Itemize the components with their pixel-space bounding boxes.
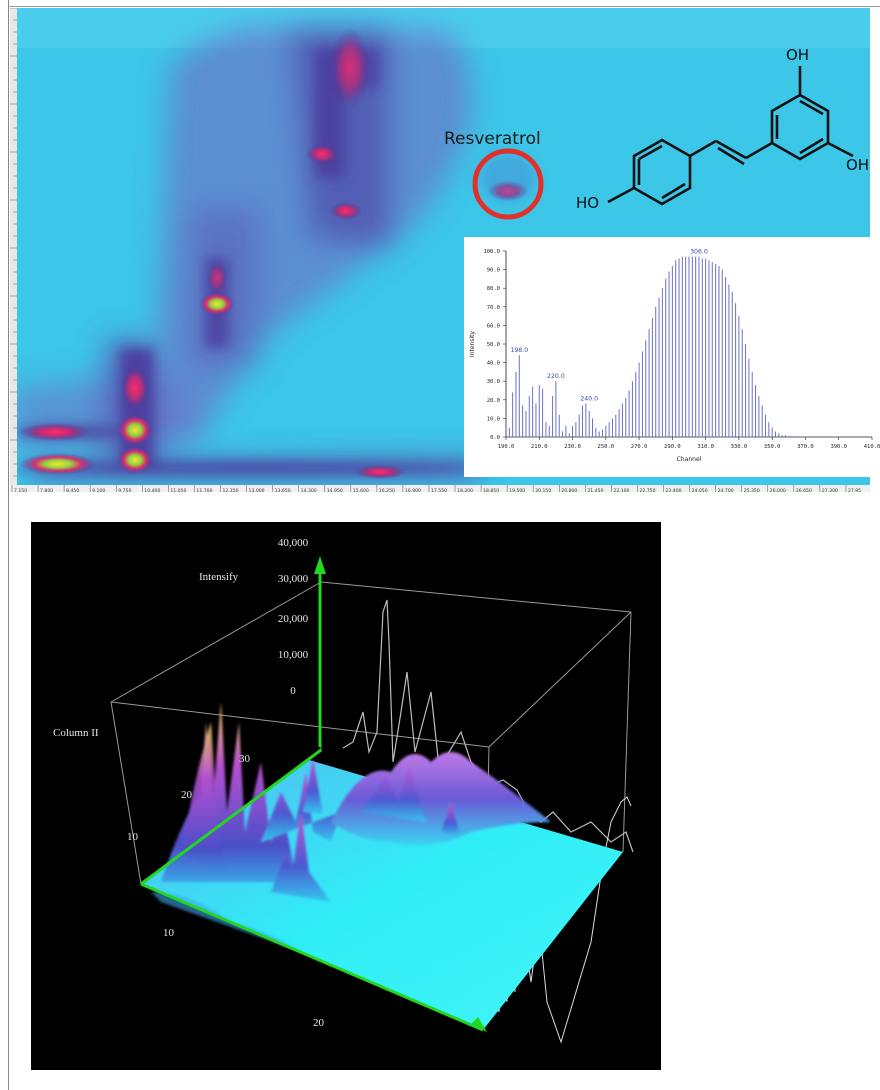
ruler-tick-label: 26,000 [770,488,786,492]
ruler-tick-label: 21,450 [587,488,603,492]
ruler-tick-label: 24,700 [718,488,734,492]
z-tick-label: 20,000 [278,613,309,625]
spectrum-x-tick-label: 390.0 [830,444,847,450]
spectrum-peak-label: 198.0 [510,347,528,354]
z-axis-arrow [314,556,326,574]
oh-top-label: OH [786,46,809,64]
map-peak-halo [480,154,536,202]
spectrum-x-tick-label: 410.0 [864,444,880,450]
ruler-tick-label: 23,400 [666,488,682,492]
map-peak [121,366,149,410]
spectrum-y-tick-label: 70.0 [487,305,500,311]
spectrum-y-tick-label: 0.0 [490,435,500,441]
oh-right-label: OH [846,156,869,174]
map-peak [306,144,338,164]
ruler-tick-label: 18,200 [457,488,473,492]
spectrum-x-tick-label: 350.0 [764,444,781,450]
spectrum-y-tick-label: 30.0 [487,379,500,385]
spectrum-y-tick-label: 100.0 [483,249,500,255]
ruler-tick-label: 9,750 [118,488,131,492]
ruler-tick-label: 22,750 [639,488,655,492]
map-peak [20,453,96,475]
ruler-tick-label: 14,950 [327,488,343,492]
map-peak [207,262,227,294]
spectrum-x-tick-label: 330.0 [731,444,748,450]
spectrum-peak-label: 306.0 [690,249,708,256]
spectrum-y-label: Intensity [469,330,476,357]
spectrum-x-label: Channel [677,456,702,463]
spectrum-y-tick-label: 40.0 [487,361,500,367]
spectrum-x-tick-label: 270.0 [631,444,648,450]
left-tick-label: 10 [127,831,139,843]
ruler-tick-label: 16,250 [379,488,395,492]
map-peak [354,465,406,479]
spectrum-y-tick-label: 50.0 [487,342,500,348]
ruler-tick-label: 11,050 [170,488,186,492]
ruler-tick-label: 7,800 [40,488,53,492]
contour-map-panel: Resveratrol OH OH HO [10,8,870,492]
ruler-tick-label: 18,850 [483,488,499,492]
ho-left-label: HO [576,194,599,212]
ruler-tick-label: 19,500 [509,488,525,492]
frame-top-rule [8,6,880,7]
map-peak [117,414,153,446]
ruler-tick-label: 24,050 [692,488,708,492]
spectrum-x-tick-label: 210.0 [531,444,548,450]
front-tick-label: 20 [313,1017,325,1029]
ruler-tick-label: 8,450 [66,488,79,492]
ruler-tick-label: 17,550 [431,488,447,492]
spectrum-x-tick-label: 190.0 [498,444,515,450]
ruler-tick-label: 27,95 [848,488,861,492]
spectrum-x-tick-label: 230.0 [564,444,581,450]
map-peak [199,292,235,316]
z-axis-ticks: 40,000 30,000 20,000 10,000 0 [278,537,309,697]
ruler-tick-label: 10,400 [144,488,160,492]
spectrum-y-tick-label: 10.0 [487,416,500,422]
spectrum-y-tick-label: 90.0 [487,268,500,274]
spectrum-x-tick-label: 250.0 [598,444,615,450]
map-peak [330,28,370,108]
map-peak [330,202,362,220]
z-tick-label: 0 [290,685,296,697]
z-axis-label: Intensify [199,571,239,583]
left-ruler [10,8,17,492]
ruler-tick-label: 16,900 [405,488,421,492]
front-tick-label: 10 [163,927,175,939]
spectrum-y-tick-label: 80.0 [487,286,500,292]
spectrum-peak-label: 240.0 [580,396,598,403]
z-tick-label: 40,000 [278,537,309,549]
ruler-tick-label: 14,300 [301,488,317,492]
ruler-tick-label: 25,350 [744,488,760,492]
ruler-tick-label: 11,700 [196,488,212,492]
resveratrol-label: Resveratrol [444,129,541,149]
spectrum-x-tick-label: 310.0 [697,444,714,450]
surface-3d-panel: Intensify Column II 40,000 30,000 20,000 10… [31,522,661,1070]
left-tick-label: 30 [239,753,251,765]
ruler-tick-label: 13,000 [249,488,265,492]
ruler-tick-label: 9,100 [92,488,105,492]
spectrum-y-tick-label: 20.0 [487,398,500,404]
map-peak [117,446,153,474]
left-tick-label: 20 [181,789,193,801]
y-axis-label: Column II [53,727,99,739]
ruler-tick-label: 15,600 [353,488,369,492]
ruler-tick-label: 22,100 [613,488,629,492]
ruler-tick-label: 27,300 [822,488,838,492]
frame-left-rule [8,0,9,1090]
ruler-tick-label: 13,650 [275,488,291,492]
uv-spectrum-inset: 0.0 10.0 20.0 30.0 40.0 50.0 60.0 70.0 80.0 90.0 1… [464,237,880,477]
spectrum-y-tick-label: 60.0 [487,323,500,329]
spectrum-x-tick-label: 290.0 [664,444,681,450]
spectrum-x-tick-label: 370.0 [797,444,814,450]
spectrum-peak-label: 220.0 [547,373,565,380]
z-tick-label: 10,000 [278,649,309,661]
ruler-tick-label: 20,150 [535,488,551,492]
surface-3d-chart: Intensify Column II 40,000 30,000 20,000 10… [31,522,661,1070]
ruler-tick-label: 12,350 [222,488,238,492]
ruler-tick-label: 7,150 [14,488,27,492]
z-tick-label: 30,000 [278,573,309,585]
map-peak [19,423,91,441]
ruler-tick-label: 26,650 [796,488,812,492]
ruler-tick-label: 20,800 [561,488,577,492]
